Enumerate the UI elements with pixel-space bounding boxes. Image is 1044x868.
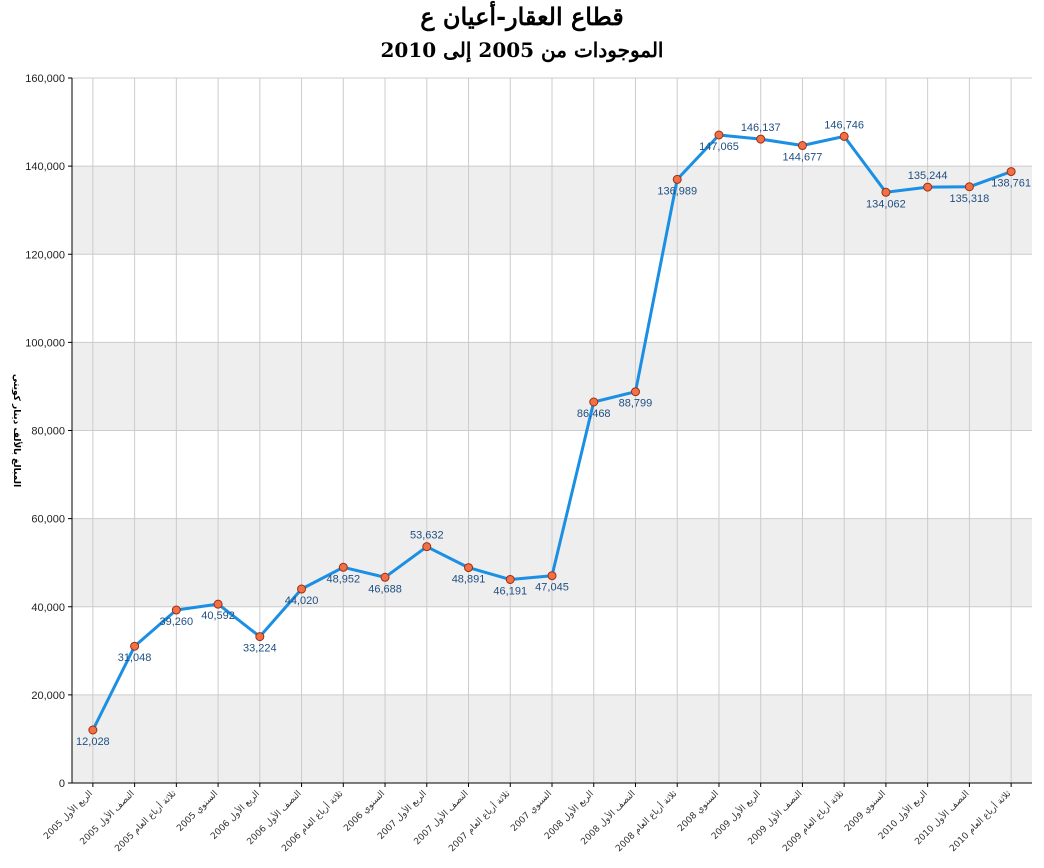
data-markers <box>88 130 1016 735</box>
data-point <box>1006 167 1016 177</box>
data-label: 48,952 <box>326 573 360 585</box>
data-label: 144,677 <box>783 152 823 164</box>
y-tick-label: 120,000 <box>25 249 65 261</box>
data-label: 40,592 <box>201 610 235 622</box>
data-label: 44,020 <box>285 595 319 607</box>
data-label: 135,318 <box>950 193 990 205</box>
data-label: 12,028 <box>76 736 110 748</box>
data-label: 134,062 <box>866 198 906 210</box>
data-label: 47,045 <box>535 582 569 594</box>
data-point <box>171 605 181 615</box>
data-label: 33,224 <box>243 643 277 655</box>
y-tick-label: 160,000 <box>25 73 65 85</box>
data-label: 31,048 <box>118 652 152 664</box>
data-label: 48,891 <box>452 574 486 586</box>
data-label: 138,761 <box>991 178 1031 190</box>
chart-subtitle: الموجودات من 2005 إلى 2010 <box>380 38 664 62</box>
data-point <box>464 563 474 573</box>
x-tick-label: السنوي 2006 <box>342 789 387 834</box>
data-point <box>923 182 933 192</box>
data-label: 136,989 <box>657 185 697 197</box>
x-tick-label: السنوي 2005 <box>175 789 220 834</box>
data-label: 146,746 <box>824 119 864 131</box>
data-point <box>380 572 390 582</box>
data-label: 135,244 <box>908 170 948 182</box>
data-point <box>797 141 807 151</box>
data-point <box>589 397 599 407</box>
y-tick-label: 60,000 <box>31 514 65 526</box>
gridlines <box>72 77 1032 784</box>
data-point <box>505 574 515 584</box>
data-point <box>547 571 557 581</box>
chart-title: قطاع العقار-أعيان ع <box>420 2 624 31</box>
y-tick-label: 20,000 <box>31 690 65 702</box>
data-point <box>964 182 974 192</box>
data-point <box>130 641 140 651</box>
data-label: 46,688 <box>368 583 402 595</box>
y-tick-label: 40,000 <box>31 602 65 614</box>
data-point <box>88 725 98 735</box>
x-tick-label: السنوي 2007 <box>509 789 554 834</box>
y-axis-label: المبالغ بالألف دينار كويتي <box>11 374 23 487</box>
data-point <box>338 562 348 572</box>
data-label: 146,137 <box>741 122 781 134</box>
data-point <box>714 130 724 140</box>
data-point <box>881 187 891 197</box>
data-point <box>422 542 432 552</box>
data-point <box>630 387 640 397</box>
data-point <box>213 599 223 609</box>
data-label: 147,065 <box>699 141 739 153</box>
data-point <box>839 131 849 141</box>
data-label: 46,191 <box>493 585 527 597</box>
data-point <box>672 174 682 184</box>
data-label: 53,632 <box>410 530 444 542</box>
data-labels: 12,028 31,048 39,260 40,592 33,224 44,020 48,9… <box>76 119 1031 748</box>
y-tick-label: 140,000 <box>25 161 65 173</box>
data-point <box>756 134 766 144</box>
y-axis-ticks: 0 20,000 40,000 60,000 80,000 100,000 120,000 1… <box>25 73 72 790</box>
data-point <box>255 632 265 642</box>
data-point <box>297 584 307 594</box>
x-tick-label: السنوي 2008 <box>676 789 721 834</box>
y-tick-label: 80,000 <box>31 426 65 438</box>
y-tick-label: 0 <box>59 778 65 790</box>
data-label: 39,260 <box>160 616 194 628</box>
y-tick-label: 100,000 <box>25 337 65 349</box>
x-tick-label: السنوي 2009 <box>843 789 888 834</box>
data-label: 88,799 <box>619 398 653 410</box>
data-label: 86,468 <box>577 408 611 420</box>
